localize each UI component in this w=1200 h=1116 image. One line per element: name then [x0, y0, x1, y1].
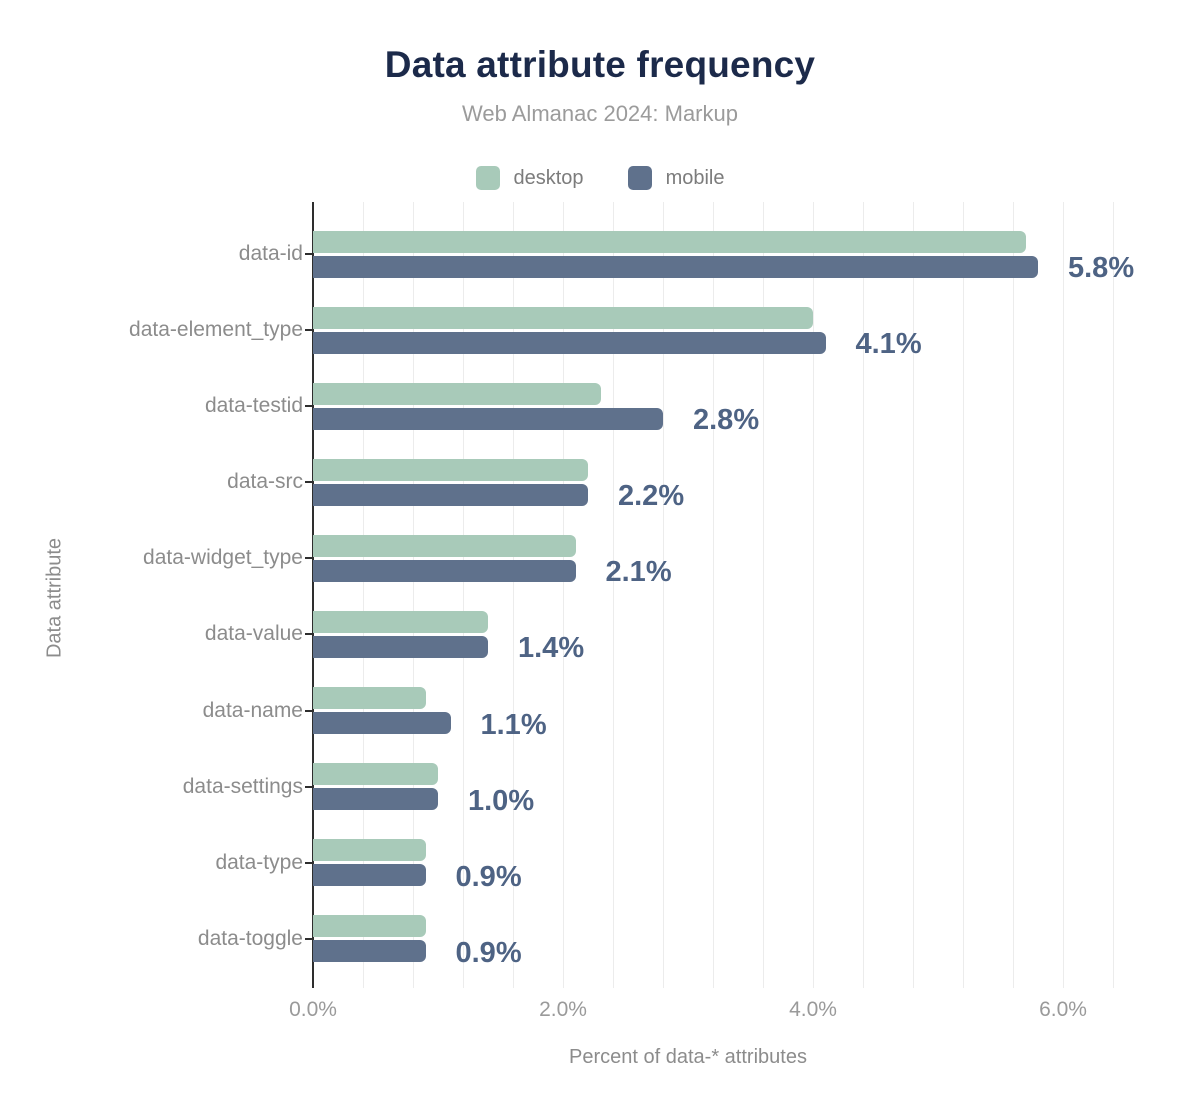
category-label: data-type [215, 850, 303, 874]
category-label: data-src [227, 470, 303, 494]
chart-row-data-toggle: data-toggle 0.9% [198, 901, 1113, 977]
bar-mobile [313, 407, 663, 430]
y-axis-tick [305, 937, 313, 940]
chart-row-data-type: data-type 0.9% [215, 825, 1113, 901]
bar-desktop [313, 915, 426, 938]
y-axis-line [312, 202, 314, 988]
value-label: 4.1% [855, 328, 922, 361]
bar-desktop [313, 839, 426, 862]
gridline [712, 202, 714, 988]
y-axis-tick [305, 557, 313, 560]
value-label: 0.9% [455, 860, 522, 893]
chart-row-data-id: data-id 5.8% [239, 216, 1134, 292]
bar-desktop [313, 610, 488, 633]
category-label: data-id [238, 242, 303, 265]
chart-row-data-name: data-name 1.1% [203, 673, 1113, 749]
bar-desktop [313, 382, 601, 405]
gridline [1062, 202, 1064, 988]
x-tick-label: 0.0% [289, 998, 337, 1021]
y-axis-tick [305, 253, 313, 255]
gridline [762, 202, 764, 988]
gridline [512, 202, 514, 988]
chart-title: Data attribute frequency [384, 44, 816, 85]
gridline [462, 202, 464, 988]
bar-mobile [313, 331, 826, 354]
gridline [412, 202, 414, 988]
bar-desktop [313, 230, 1026, 253]
value-label: 5.8% [1068, 252, 1135, 284]
y-axis-tick [305, 405, 313, 408]
category-label: data-toggle [197, 926, 303, 950]
x-tick-label: 2.0% [539, 998, 587, 1021]
gridline [562, 202, 564, 988]
gridline [962, 202, 964, 988]
bar-mobile [313, 940, 426, 963]
legend-item-mobile: mobile [627, 166, 725, 190]
chart-row-data-value: data-value 1.4% [205, 596, 1113, 672]
legend-label-mobile: mobile [665, 166, 725, 189]
category-label: data-widget_type [143, 546, 303, 570]
bar-mobile [313, 255, 1038, 278]
legend: desktop mobile [0, 166, 1200, 190]
value-label: 0.9% [455, 936, 522, 969]
chart-row-data-widget_type: data-widget_type 2.1% [143, 520, 1113, 596]
legend-label-desktop: desktop [513, 166, 584, 189]
bar-desktop [313, 458, 588, 481]
x-tick-label: 6.0% [1039, 998, 1087, 1021]
bar-desktop [313, 687, 426, 710]
bar-mobile [313, 559, 576, 582]
bar-mobile [313, 635, 488, 658]
chart-row-data-element_type: data-element_type 4.1% [129, 292, 1113, 368]
gridline [612, 202, 614, 988]
gridline [662, 202, 664, 988]
gridline [362, 202, 364, 988]
bar-mobile [313, 788, 438, 811]
value-label: 1.4% [518, 632, 585, 665]
y-axis-tick [305, 785, 313, 788]
y-axis-tick [305, 481, 313, 484]
plot-area: data-id 5.8% data-element_type 4.1% data-tes… [129, 202, 1134, 988]
y-axis-tick [305, 329, 313, 332]
x-axis-title: Percent of data-* attributes [569, 1046, 807, 1068]
chart-row-data-src: data-src 2.2% [227, 444, 1113, 520]
value-label: 2.2% [618, 480, 685, 513]
category-label: data-element_type [129, 318, 303, 342]
bar-desktop [313, 306, 813, 329]
category-label: data-value [204, 622, 303, 646]
gridline [1012, 202, 1014, 988]
chart-row-data-settings: data-settings 1.0% [183, 749, 1113, 825]
desktop-swatch-icon [475, 166, 500, 190]
bar-mobile [313, 864, 426, 887]
bar-desktop [313, 534, 576, 557]
y-axis-tick [305, 709, 313, 712]
gridline [862, 202, 864, 988]
value-label: 2.1% [605, 556, 672, 589]
y-axis-tick [305, 633, 313, 636]
gridline [812, 202, 814, 988]
category-label: data-testid [204, 394, 303, 418]
gridline [912, 202, 914, 988]
bar-mobile [313, 712, 451, 735]
value-label: 1.1% [480, 708, 547, 741]
gridline [1112, 202, 1114, 988]
plot-rows: data-id 5.8% data-element_type 4.1% data-tes… [129, 216, 1134, 977]
chart-subtitle: Web Almanac 2024: Markup [462, 101, 738, 126]
value-label: 1.0% [468, 784, 535, 817]
value-label: 2.8% [693, 404, 760, 437]
x-tick-label: 4.0% [789, 998, 837, 1021]
mobile-swatch-icon [627, 166, 652, 190]
bar-desktop [313, 763, 438, 786]
chart-row-data-testid: data-testid 2.8% [205, 368, 1113, 444]
category-label: data-name [202, 698, 303, 722]
bar-mobile [313, 483, 588, 506]
legend-item-desktop: desktop [475, 166, 584, 190]
category-label: data-settings [182, 774, 303, 798]
y-axis-title: Data attribute [43, 537, 66, 659]
y-axis-tick [305, 861, 313, 864]
